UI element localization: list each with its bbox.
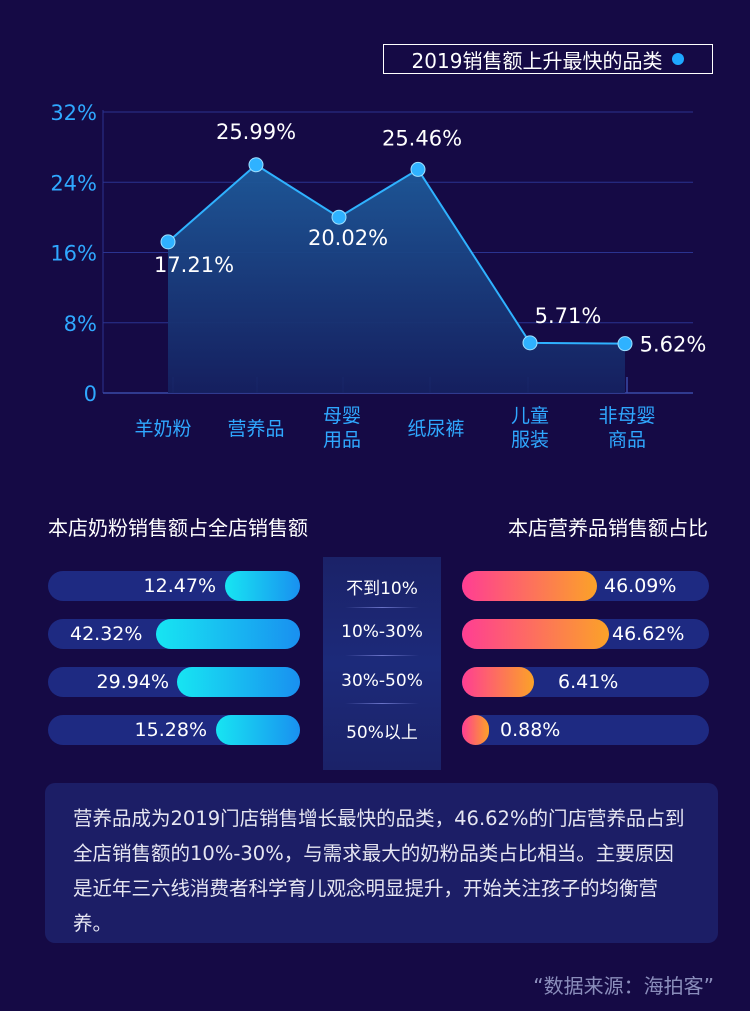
data-label: 25.99% (216, 120, 296, 144)
data-label: 20.02% (308, 226, 388, 250)
bar-value: 12.47% (143, 575, 216, 597)
summary-text: 营养品成为2019门店销售增长最快的品类，46.62%的门店营养品占到全店销售额… (45, 783, 718, 943)
bar-row: 0.88% (462, 715, 709, 745)
chart-legend: 2019销售额上升最快的品类 (383, 44, 713, 74)
range-divider (345, 703, 419, 704)
range-divider (345, 655, 419, 656)
data-point (410, 161, 426, 177)
bar-value: 29.94% (96, 671, 169, 693)
data-point (331, 209, 347, 225)
x-category-label: 非母婴 (598, 405, 655, 427)
y-tick-label: 32% (50, 101, 97, 125)
x-category-label: 羊奶粉 (134, 418, 191, 440)
range-label: 10%-30% (341, 622, 423, 642)
data-label: 5.71% (535, 304, 602, 328)
bar-fill (216, 715, 300, 745)
bar-value: 46.09% (604, 575, 677, 597)
x-category-label: 儿童 (511, 405, 549, 427)
range-label: 不到10% (346, 579, 418, 599)
y-tick-label: 16% (50, 242, 97, 266)
bar-fill (462, 571, 597, 601)
bar-value: 0.88% (500, 719, 561, 741)
bar-fill (462, 715, 489, 745)
bar-fill (177, 667, 300, 697)
x-category-label: 服装 (511, 429, 549, 451)
data-point (160, 234, 176, 250)
y-tick-label: 0 (84, 382, 97, 406)
x-category-label: 纸尿裤 (407, 418, 464, 440)
bar-row: 46.09% (462, 571, 709, 601)
data-label: 17.21% (154, 253, 234, 277)
range-label: 50%以上 (346, 723, 418, 743)
range-label: 30%-50% (341, 671, 423, 691)
x-category-label: 用品 (323, 429, 361, 451)
data-source: “数据来源：海拍客” (533, 974, 714, 998)
series-line (167, 163, 626, 345)
bar-row: 46.62% (462, 619, 709, 649)
data-point (248, 157, 264, 173)
bar-row: 29.94% (48, 667, 300, 697)
bar-value: 42.32% (70, 623, 143, 645)
left-section-title: 本店奶粉销售额占全店销售额 (48, 516, 308, 540)
range-column: 不到10% 10%-30% 30%-50% 50%以上 (323, 557, 441, 770)
data-label: 25.46% (382, 126, 462, 150)
legend-label: 2019销售额上升最快的品类 (411, 48, 663, 73)
bar-row: 6.41% (462, 667, 709, 697)
milk-powder-share-bars: 12.47% 42.32% 29.94% 15.28% (48, 571, 300, 763)
legend-dot-icon (672, 53, 685, 65)
bar-row: 42.32% (48, 619, 300, 649)
bar-row: 12.47% (48, 571, 300, 601)
y-tick-label: 24% (50, 171, 97, 195)
data-point (617, 336, 633, 352)
bar-row: 15.28% (48, 715, 300, 745)
area-chart: 0 8% 16% 24% 32% 17.21% 25.99% 20.02% 25.46% 5.7… (50, 101, 707, 451)
bar-value: 15.28% (134, 719, 207, 741)
nutrition-share-bars: 46.09% 46.62% 6.41% 0.88% (462, 571, 709, 763)
bar-fill (462, 667, 534, 697)
x-category-label: 营养品 (227, 418, 284, 440)
bar-value: 46.62% (612, 623, 685, 645)
x-category-label: 母婴 (323, 405, 361, 427)
series-area (168, 164, 625, 393)
x-category-label: 商品 (608, 429, 646, 451)
y-tick-label: 8% (64, 312, 97, 336)
data-point (522, 335, 538, 351)
range-divider (345, 607, 419, 608)
bar-fill (225, 571, 300, 601)
bar-value: 6.41% (558, 671, 619, 693)
bar-fill (462, 619, 609, 649)
bar-fill (156, 619, 300, 649)
data-label: 5.62% (640, 333, 707, 357)
right-section-title: 本店营养品销售额占比 (508, 516, 708, 540)
